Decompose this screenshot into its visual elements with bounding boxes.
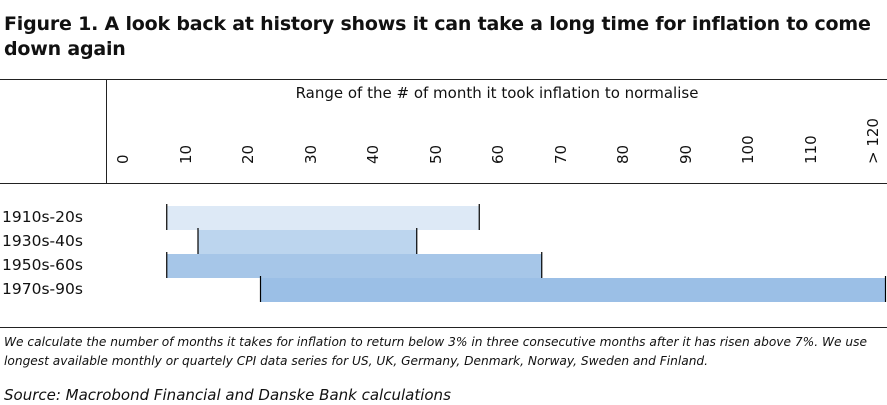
- category-label: 1930s-40s: [2, 232, 83, 250]
- range-bar: [166, 254, 542, 278]
- axis-divider: [106, 80, 107, 184]
- category-label: 1970s-90s: [2, 280, 83, 298]
- chart-title: Range of the # of month it took inflatio…: [295, 84, 699, 102]
- header-rule: [0, 79, 887, 80]
- methodology-note: We calculate the number of months it tak…: [4, 335, 867, 368]
- range-bar: [260, 278, 886, 302]
- category-label: 1910s-20s: [2, 208, 83, 226]
- range-bar: [198, 230, 417, 254]
- range-bar: [166, 206, 480, 230]
- figure-title: Figure 1. A look back at history shows i…: [4, 13, 871, 60]
- source-note: Source: Macrobond Financial and Danske B…: [4, 386, 451, 404]
- category-label: 1950s-60s: [2, 256, 83, 274]
- range-bars: [166, 204, 887, 302]
- axis-rule: [0, 183, 887, 184]
- footer-rule: [0, 327, 887, 328]
